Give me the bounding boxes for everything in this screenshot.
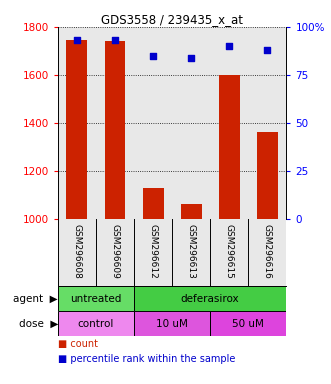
Bar [58, 311, 134, 336]
Bar [143, 188, 164, 219]
Point [226, 43, 232, 49]
Title: GDS3558 / 239435_x_at: GDS3558 / 239435_x_at [101, 13, 243, 26]
Bar [219, 75, 240, 219]
Bar [210, 311, 286, 336]
Text: 10 uM: 10 uM [156, 318, 188, 329]
Text: ■ count: ■ count [58, 339, 98, 349]
Text: GSM296609: GSM296609 [111, 224, 119, 279]
Point [188, 55, 194, 61]
Text: GSM296612: GSM296612 [149, 224, 158, 279]
Point [74, 37, 79, 43]
Text: untreated: untreated [70, 293, 122, 304]
Text: control: control [78, 318, 114, 329]
Bar [134, 311, 210, 336]
Point [264, 47, 270, 53]
Text: ■ percentile rank within the sample: ■ percentile rank within the sample [58, 354, 235, 364]
Text: 50 uM: 50 uM [232, 318, 264, 329]
Bar [67, 40, 87, 219]
Point [112, 37, 118, 43]
Text: deferasirox: deferasirox [181, 293, 240, 304]
Bar [181, 204, 202, 219]
Bar [105, 41, 125, 219]
Text: GSM296615: GSM296615 [225, 224, 234, 279]
Text: GSM296608: GSM296608 [72, 224, 81, 279]
Text: dose  ▶: dose ▶ [19, 318, 58, 329]
Bar [58, 286, 134, 311]
Bar [257, 132, 278, 219]
Text: agent  ▶: agent ▶ [13, 293, 58, 304]
Text: GSM296616: GSM296616 [263, 224, 272, 279]
Text: GSM296613: GSM296613 [187, 224, 196, 279]
Point [150, 53, 156, 59]
Bar [134, 286, 286, 311]
